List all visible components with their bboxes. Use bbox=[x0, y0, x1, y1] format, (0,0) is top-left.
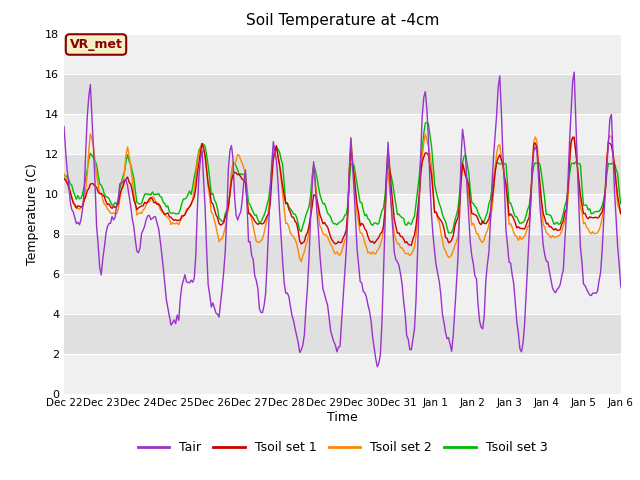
Bar bbox=[64, 73, 621, 114]
Bar bbox=[64, 354, 621, 394]
Bar bbox=[64, 274, 621, 313]
Bar bbox=[64, 313, 621, 354]
Bar bbox=[64, 34, 621, 73]
Title: Soil Temperature at -4cm: Soil Temperature at -4cm bbox=[246, 13, 439, 28]
Y-axis label: Temperature (C): Temperature (C) bbox=[26, 163, 40, 264]
Bar bbox=[64, 154, 621, 193]
Bar bbox=[64, 114, 621, 154]
Text: VR_met: VR_met bbox=[70, 38, 122, 51]
X-axis label: Time: Time bbox=[327, 411, 358, 424]
Bar bbox=[64, 193, 621, 234]
Legend: Tair, Tsoil set 1, Tsoil set 2, Tsoil set 3: Tair, Tsoil set 1, Tsoil set 2, Tsoil se… bbox=[132, 436, 552, 459]
Bar bbox=[64, 234, 621, 274]
